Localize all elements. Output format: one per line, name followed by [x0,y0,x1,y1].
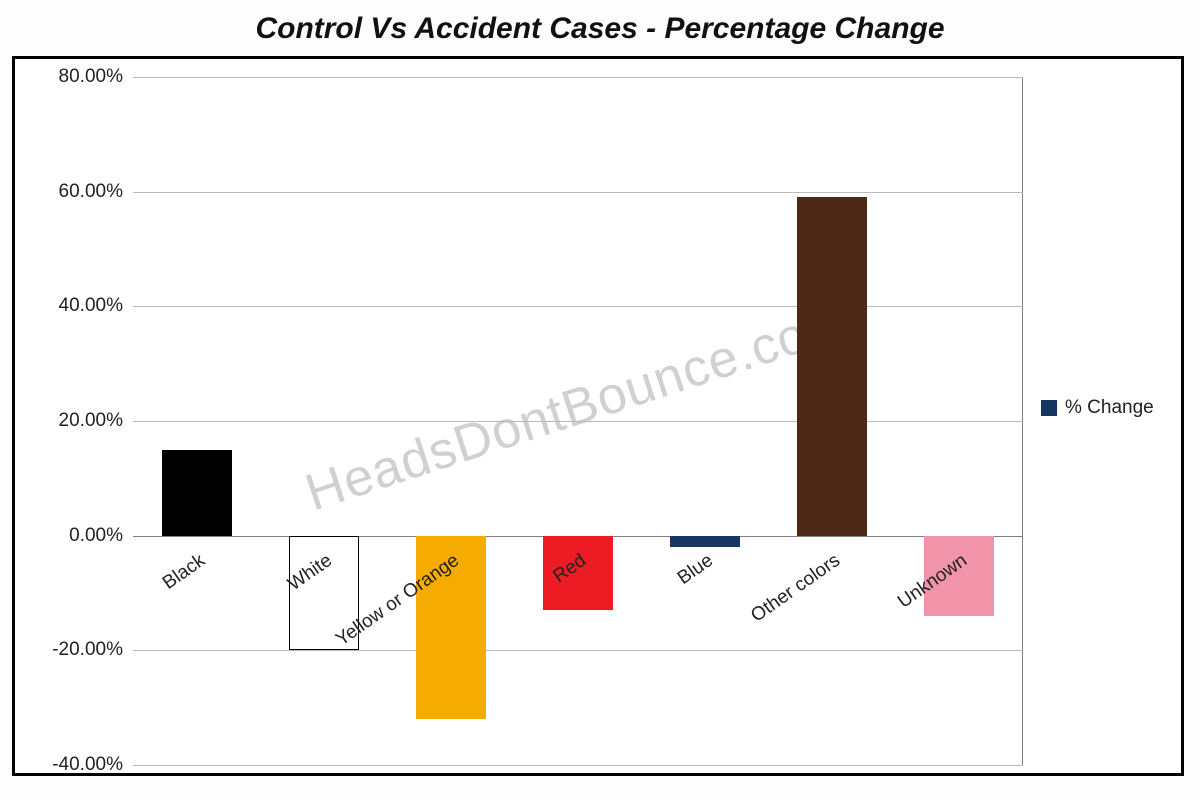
chart-title: Control Vs Accident Cases - Percentage C… [12,12,1188,46]
gridline [133,306,1023,307]
y-tick-label: 80.00% [59,66,133,88]
plot-area: HeadsDontBounce.com -40.00%-20.00%0.00%2… [133,77,1023,765]
y-tick-label: 40.00% [59,295,133,317]
chart-frame: HeadsDontBounce.com -40.00%-20.00%0.00%2… [12,56,1184,776]
gridline [133,421,1023,422]
watermark-text: HeadsDontBounce.com [299,291,858,524]
gridline [133,192,1023,193]
bar [797,197,867,535]
bar [162,450,232,536]
legend-label: % Change [1065,397,1154,419]
y-tick-label: -40.00% [52,754,133,776]
page: Control Vs Accident Cases - Percentage C… [0,0,1200,800]
gridline [133,77,1023,78]
y-tick-label: 0.00% [69,525,133,547]
gridline [133,765,1023,766]
y-tick-label: 60.00% [59,181,133,203]
legend-swatch [1041,400,1057,416]
y-tick-label: 20.00% [59,410,133,432]
bar [670,536,740,547]
legend: % Change [1041,397,1154,419]
